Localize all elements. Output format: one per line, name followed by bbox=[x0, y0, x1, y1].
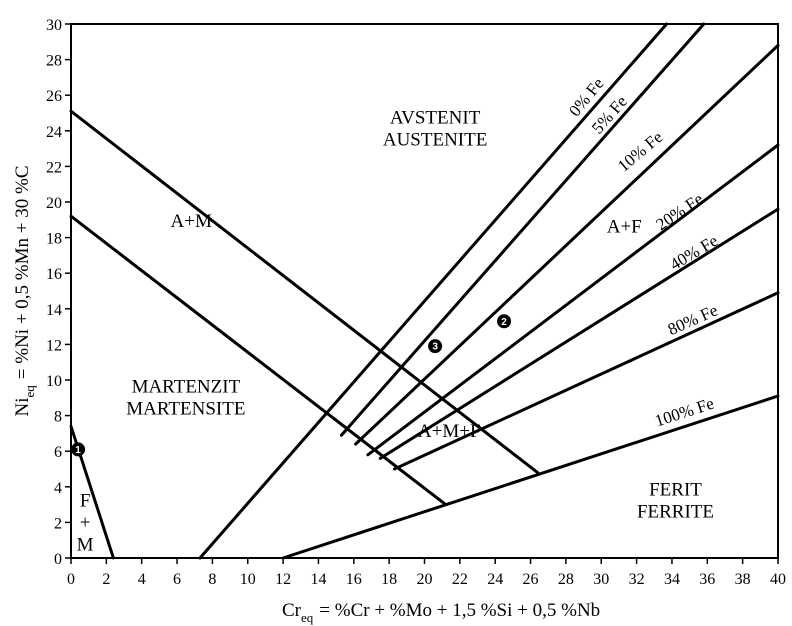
x-tick-label: 30 bbox=[593, 571, 609, 588]
iso-ferrite-label: 10% Fe bbox=[614, 127, 666, 175]
x-tick-label: 26 bbox=[523, 571, 539, 588]
x-tick-label: 6 bbox=[173, 571, 181, 588]
x-axis-label: Creq = %Cr + %Mo + 1,5 %Si + 0,5 %Nb bbox=[282, 600, 600, 625]
x-tick-label: 4 bbox=[138, 571, 146, 588]
x-tick-label: 16 bbox=[346, 571, 362, 588]
y-tick-label: 20 bbox=[46, 195, 62, 212]
y-tick-label: 4 bbox=[54, 480, 62, 497]
boundary-am-martensite bbox=[69, 214, 448, 507]
y-tick-label: 14 bbox=[46, 302, 62, 319]
boundary-austenite-am bbox=[69, 109, 540, 475]
line-40-fe bbox=[378, 207, 780, 460]
boundary-ferrite-left bbox=[198, 22, 669, 560]
sample-point-label: 1 bbox=[75, 445, 81, 456]
y-tick-label: 8 bbox=[54, 409, 62, 426]
iso-ferrite-label: 20% Fe bbox=[652, 189, 706, 234]
x-tick-label: 38 bbox=[735, 571, 751, 588]
line-80-fe bbox=[393, 291, 780, 471]
y-tick-label: 10 bbox=[46, 373, 62, 390]
x-axis-label-sub: eq bbox=[301, 610, 314, 625]
plot-frame bbox=[70, 23, 779, 559]
x-tick-label: 18 bbox=[381, 571, 397, 588]
x-tick-label: 8 bbox=[208, 571, 216, 588]
y-axis-label-main: Ni bbox=[12, 397, 33, 416]
y-tick-label: 26 bbox=[46, 88, 62, 105]
x-tick-label: 36 bbox=[699, 571, 715, 588]
region-label: FERRITE bbox=[637, 502, 714, 523]
x-tick-label: 2 bbox=[102, 571, 110, 588]
region-label: FERIT bbox=[649, 480, 702, 501]
sample-point-label: 3 bbox=[432, 342, 438, 353]
y-axis-label-sub: eq bbox=[22, 385, 37, 398]
sample-point-label: 2 bbox=[501, 317, 507, 328]
svg-text:Creq= %Cr + %Mo + 1,5 %Si + 0,: Creq = %Cr + %Mo + 1,5 %Si + 0,5 %Nb bbox=[282, 600, 600, 625]
y-tick-label: 2 bbox=[54, 515, 62, 532]
region-label: AUSTENITE bbox=[383, 130, 487, 151]
x-tick-label: 28 bbox=[558, 571, 574, 588]
region-label: AVSTENIT bbox=[390, 108, 481, 129]
sample-point-marker bbox=[428, 339, 443, 354]
y-tick-label: 6 bbox=[54, 444, 62, 461]
phase-boundaries bbox=[69, 22, 780, 560]
region-label: A+M+F bbox=[418, 421, 481, 442]
region-label: + bbox=[80, 512, 91, 533]
line-20-fe bbox=[366, 143, 780, 457]
x-tick-label: 0 bbox=[67, 571, 75, 588]
region-label: M bbox=[77, 534, 94, 555]
x-tick-label: 20 bbox=[417, 571, 433, 588]
x-ticks: 0 2 4 6 8 10 12 14 16 18 20 22 24 26 28 30 32 34 36 38 40 bbox=[67, 558, 786, 588]
y-tick-label: 22 bbox=[46, 159, 62, 176]
x-tick-label: 40 bbox=[770, 571, 786, 588]
line-5-fe bbox=[339, 22, 706, 437]
x-tick-label: 14 bbox=[310, 571, 326, 588]
x-tick-label: 10 bbox=[240, 571, 256, 588]
svg-text:Nieq= %Ni + 0,5 %Mn + 30 %C: Nieq = %Ni + 0,5 %Mn + 30 %C bbox=[12, 166, 37, 417]
sample-points: 1 2 3 bbox=[71, 314, 512, 457]
y-tick-label: 0 bbox=[54, 551, 62, 568]
y-tick-label: 30 bbox=[46, 17, 62, 34]
y-tick-label: 12 bbox=[46, 337, 62, 354]
line-10-fe bbox=[354, 43, 780, 446]
x-axis-label-rest: = %Cr + %Mo + 1,5 %Si + 0,5 %Nb bbox=[319, 600, 600, 621]
y-tick-label: 28 bbox=[46, 53, 62, 70]
y-tick-label: 18 bbox=[46, 231, 62, 248]
x-tick-label: 12 bbox=[275, 571, 291, 588]
sample-point-marker bbox=[71, 442, 86, 457]
iso-ferrite-label: 100% Fe bbox=[652, 394, 716, 431]
region-label: MARTENZIT bbox=[132, 376, 241, 397]
line-100-fe bbox=[281, 394, 780, 560]
y-axis-label: Nieq = %Ni + 0,5 %Mn + 30 %C bbox=[12, 166, 37, 417]
x-tick-label: 34 bbox=[664, 571, 680, 588]
x-tick-label: 24 bbox=[487, 571, 503, 588]
sample-point-marker bbox=[497, 314, 512, 329]
region-label: F bbox=[80, 490, 91, 511]
x-tick-label: 32 bbox=[629, 571, 645, 588]
iso-ferrite-label: 40% Fe bbox=[667, 231, 722, 274]
region-label: MARTENSITE bbox=[126, 398, 245, 419]
region-label: A+M bbox=[171, 211, 212, 232]
x-tick-label: 22 bbox=[452, 571, 468, 588]
region-label: A+F bbox=[607, 216, 642, 237]
x-axis-label-main: Cr bbox=[282, 600, 302, 621]
y-tick-label: 24 bbox=[46, 124, 62, 141]
y-axis-label-rest: = %Ni + 0,5 %Mn + 30 %C bbox=[12, 166, 33, 380]
y-tick-label: 16 bbox=[46, 266, 62, 283]
